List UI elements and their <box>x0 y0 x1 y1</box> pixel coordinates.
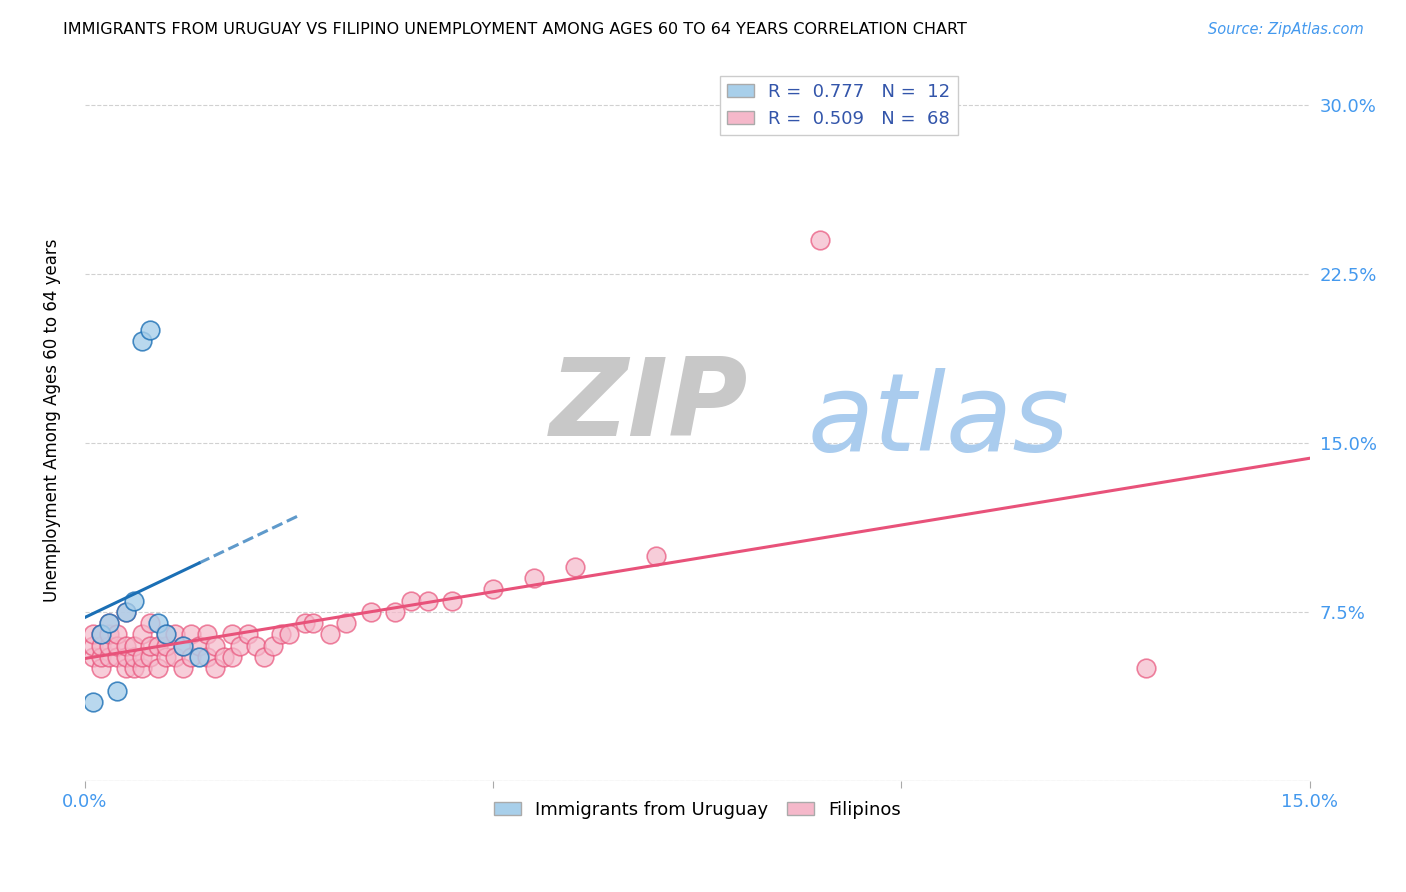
Point <box>416 593 439 607</box>
Point <box>277 627 299 641</box>
Point <box>98 627 121 641</box>
Point <box>155 627 177 641</box>
Point <box>204 639 226 653</box>
Point <box>229 639 252 653</box>
Point <box>172 639 194 653</box>
Point <box>270 627 292 641</box>
Point <box>148 616 170 631</box>
Point <box>105 683 128 698</box>
Point <box>523 571 546 585</box>
Point <box>90 627 112 641</box>
Point <box>114 639 136 653</box>
Point <box>384 605 406 619</box>
Point <box>155 627 177 641</box>
Point <box>90 639 112 653</box>
Point <box>105 639 128 653</box>
Point <box>163 650 186 665</box>
Point <box>294 616 316 631</box>
Point <box>172 661 194 675</box>
Point <box>245 639 267 653</box>
Point <box>122 639 145 653</box>
Point <box>114 650 136 665</box>
Point <box>360 605 382 619</box>
Point <box>212 650 235 665</box>
Point <box>335 616 357 631</box>
Point <box>122 593 145 607</box>
Point <box>195 650 218 665</box>
Point <box>90 661 112 675</box>
Point <box>139 616 162 631</box>
Point <box>180 650 202 665</box>
Point <box>163 627 186 641</box>
Point <box>82 639 104 653</box>
Point <box>482 582 505 597</box>
Y-axis label: Unemployment Among Ages 60 to 64 years: Unemployment Among Ages 60 to 64 years <box>44 238 60 602</box>
Point <box>98 616 121 631</box>
Point <box>195 627 218 641</box>
Point <box>221 627 243 641</box>
Point <box>221 650 243 665</box>
Text: IMMIGRANTS FROM URUGUAY VS FILIPINO UNEMPLOYMENT AMONG AGES 60 TO 64 YEARS CORRE: IMMIGRANTS FROM URUGUAY VS FILIPINO UNEM… <box>63 22 967 37</box>
Point <box>131 661 153 675</box>
Point <box>148 661 170 675</box>
Text: Source: ZipAtlas.com: Source: ZipAtlas.com <box>1208 22 1364 37</box>
Point <box>131 334 153 349</box>
Point <box>808 233 831 247</box>
Point <box>401 593 423 607</box>
Point <box>105 650 128 665</box>
Point <box>122 650 145 665</box>
Point <box>131 627 153 641</box>
Point <box>90 627 112 641</box>
Point <box>98 616 121 631</box>
Point <box>180 627 202 641</box>
Point <box>148 639 170 653</box>
Point <box>114 605 136 619</box>
Point <box>139 639 162 653</box>
Point <box>188 639 211 653</box>
Point <box>155 650 177 665</box>
Point <box>90 650 112 665</box>
Point <box>131 650 153 665</box>
Point <box>98 650 121 665</box>
Point <box>155 639 177 653</box>
Point <box>139 323 162 337</box>
Point <box>122 661 145 675</box>
Point <box>236 627 259 641</box>
Text: atlas: atlas <box>807 368 1070 473</box>
Legend: Immigrants from Uruguay, Filipinos: Immigrants from Uruguay, Filipinos <box>486 794 908 826</box>
Point <box>645 549 668 563</box>
Point <box>114 605 136 619</box>
Point <box>253 650 276 665</box>
Point <box>82 650 104 665</box>
Point <box>302 616 325 631</box>
Point <box>1135 661 1157 675</box>
Point <box>319 627 342 641</box>
Point <box>139 650 162 665</box>
Point <box>82 627 104 641</box>
Point <box>105 627 128 641</box>
Point <box>188 650 211 665</box>
Point <box>204 661 226 675</box>
Point <box>82 695 104 709</box>
Point <box>564 559 586 574</box>
Point <box>172 639 194 653</box>
Point <box>114 661 136 675</box>
Point <box>98 639 121 653</box>
Point <box>262 639 284 653</box>
Text: ZIP: ZIP <box>550 353 748 458</box>
Point <box>441 593 464 607</box>
